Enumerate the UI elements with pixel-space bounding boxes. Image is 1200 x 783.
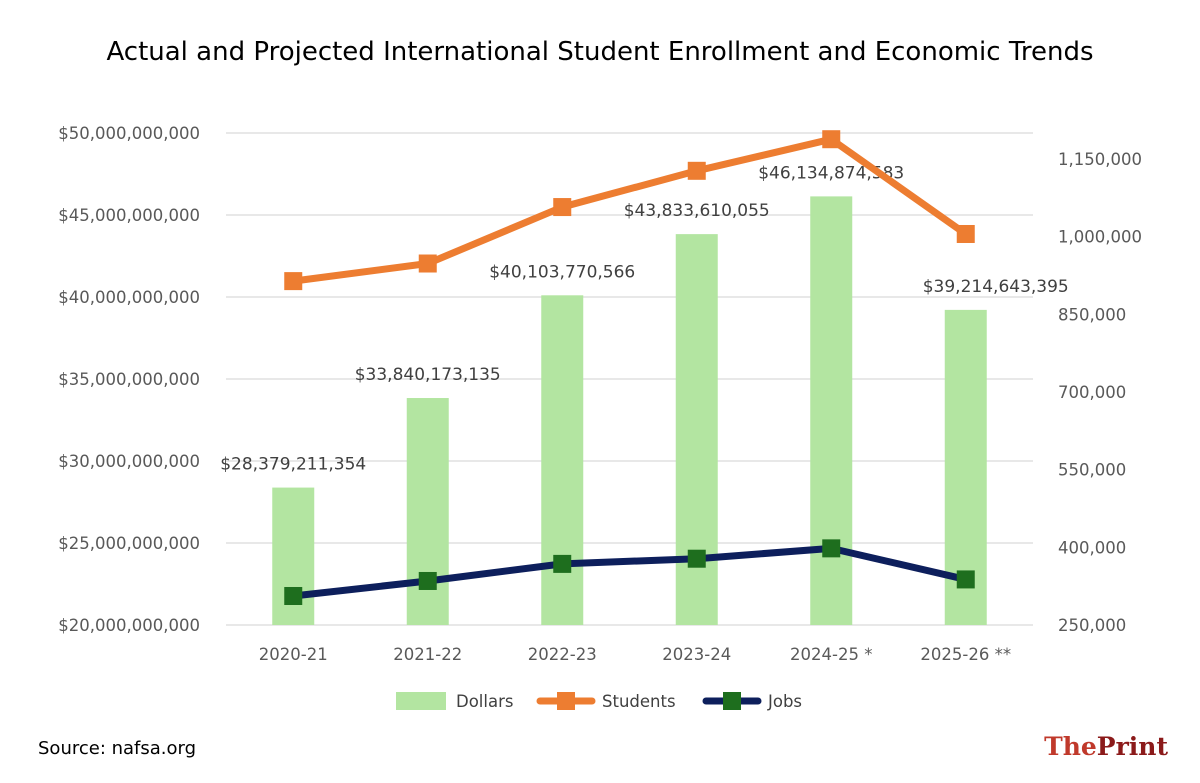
right-tick-label: 550,000 bbox=[1058, 461, 1126, 480]
legend-marker-jobs bbox=[723, 692, 741, 710]
marker-jobs bbox=[284, 586, 303, 605]
left-tick-label: $50,000,000,000 bbox=[58, 124, 200, 143]
x-tick-label: 2024-25 * bbox=[790, 645, 872, 664]
left-tick-label: $30,000,000,000 bbox=[58, 452, 200, 471]
left-tick-label: $20,000,000,000 bbox=[58, 616, 200, 635]
marker-jobs bbox=[553, 554, 572, 573]
logo-the: The bbox=[1044, 732, 1097, 761]
left-tick-label: $45,000,000,000 bbox=[58, 206, 200, 225]
bar-data-label: $40,103,770,566 bbox=[489, 262, 635, 282]
chart-title: Actual and Projected International Stude… bbox=[106, 37, 1093, 67]
dollars-labels: $28,379,211,354 $33,840,173,135 $40,103,77… bbox=[220, 163, 1069, 474]
bar-data-label: $28,379,211,354 bbox=[220, 455, 366, 475]
gridlines bbox=[226, 132, 1033, 626]
left-tick-label: $35,000,000,000 bbox=[58, 370, 200, 389]
marker-students bbox=[956, 224, 975, 243]
marker-jobs bbox=[687, 549, 706, 568]
right-tick-label: 1,000,000 bbox=[1058, 228, 1142, 247]
legend-label: Students bbox=[602, 692, 676, 711]
right-tick-label: 400,000 bbox=[1058, 538, 1126, 557]
x-axis: 2020-21 2021-22 2022-23 2023-24 2024-25 * 202… bbox=[259, 645, 1011, 664]
marker-jobs bbox=[956, 570, 975, 589]
x-tick-label: 2023-24 bbox=[662, 645, 731, 664]
x-tick-label: 2025-26 ** bbox=[920, 645, 1011, 664]
bar-data-label: $33,840,173,135 bbox=[355, 365, 501, 385]
legend-label: Jobs bbox=[767, 692, 802, 711]
legend: Dollars Students Jobs bbox=[396, 692, 802, 711]
bar-data-label: $39,214,643,395 bbox=[923, 277, 1069, 297]
right-tick-label: 250,000 bbox=[1058, 616, 1126, 635]
left-axis: $20,000,000,000 $25,000,000,000 $30,000,00… bbox=[58, 124, 200, 635]
marker-students bbox=[284, 272, 303, 291]
marker-jobs bbox=[418, 571, 437, 590]
source-text: Source: nafsa.org bbox=[38, 738, 196, 759]
legend-marker-students bbox=[557, 692, 575, 710]
svg-text:ThePrint: ThePrint bbox=[1044, 732, 1168, 761]
bar-dollars bbox=[541, 295, 584, 625]
left-tick-label: $40,000,000,000 bbox=[58, 288, 200, 307]
legend-swatch-dollars bbox=[396, 692, 446, 710]
logo-print: Print bbox=[1097, 732, 1169, 761]
x-tick-label: 2022-23 bbox=[528, 645, 597, 664]
theprint-logo: ThePrint bbox=[1044, 732, 1168, 761]
x-tick-label: 2020-21 bbox=[259, 645, 328, 664]
left-tick-label: $25,000,000,000 bbox=[58, 534, 200, 553]
marker-jobs bbox=[822, 539, 841, 558]
marker-students bbox=[822, 130, 841, 149]
line-jobs bbox=[289, 544, 970, 600]
right-tick-label: 700,000 bbox=[1058, 383, 1126, 402]
bar-dollars bbox=[406, 398, 449, 625]
line-series bbox=[284, 130, 975, 605]
marker-students bbox=[553, 198, 572, 217]
line-students bbox=[289, 135, 970, 285]
right-axis: 250,000 400,000 550,000 700,000 850,000 1,000… bbox=[1058, 150, 1142, 635]
marker-students bbox=[687, 161, 706, 180]
bar-dollars bbox=[810, 196, 853, 625]
bar-data-label: $43,833,610,055 bbox=[624, 201, 770, 221]
right-tick-label: 1,150,000 bbox=[1058, 150, 1142, 169]
marker-students bbox=[418, 254, 437, 273]
legend-label: Dollars bbox=[456, 692, 513, 711]
right-tick-label: 850,000 bbox=[1058, 305, 1126, 324]
x-tick-label: 2021-22 bbox=[393, 645, 462, 664]
